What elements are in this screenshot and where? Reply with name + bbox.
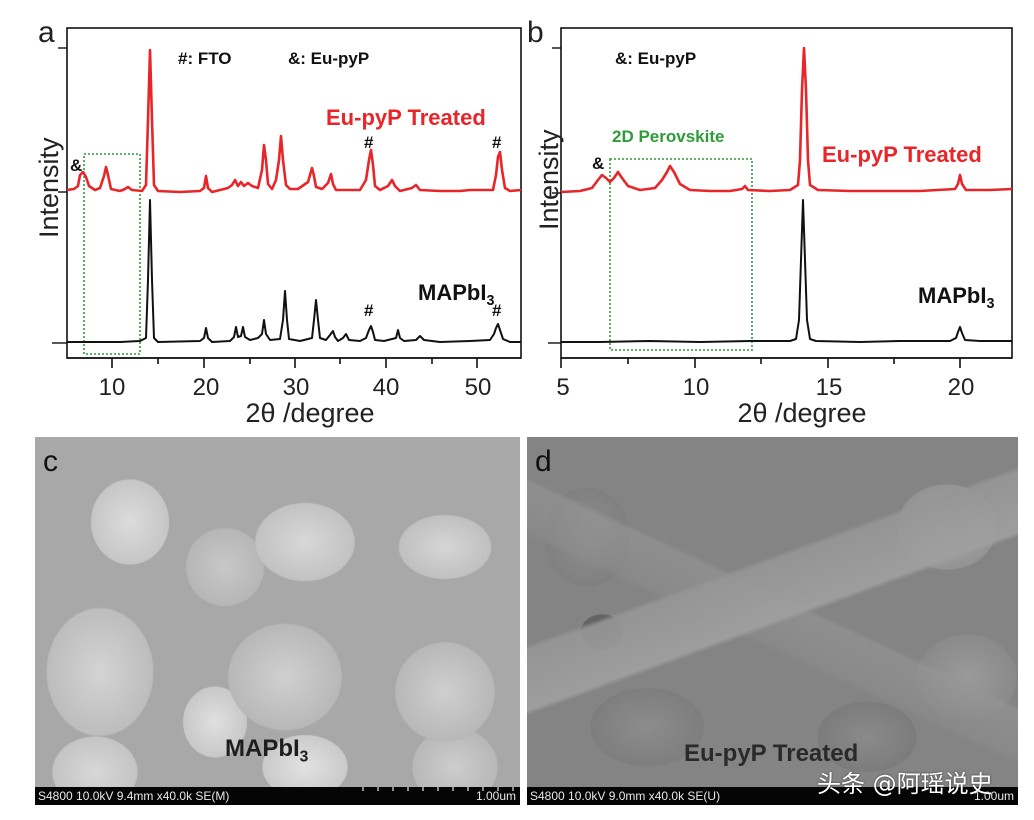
- xtick-a-40: 40: [372, 374, 400, 401]
- ylabel-b: Intensity: [534, 129, 564, 230]
- panel-a-plot: [52, 27, 522, 368]
- label-mapbi-b-text: MAPbI: [918, 283, 987, 308]
- panel-letter-b: b: [527, 16, 544, 49]
- sem-info-bar-c: S4800 10.0kV 9.4mm x40.0k SE(M) 1.00um: [35, 787, 520, 805]
- xtick-b-15: 15: [815, 374, 843, 401]
- label-treated-b: Eu-pyP Treated: [822, 142, 982, 167]
- xtick-a-20: 20: [192, 374, 220, 401]
- panel-a: a #: FTO &: Eu-pyP Eu-pyP Treated # # & …: [0, 0, 530, 430]
- xtick-b-10: 10: [682, 374, 710, 401]
- panel-letter-d: d: [535, 445, 552, 478]
- marker-hash-a3: #: [364, 301, 374, 320]
- legend-eupyp-a: &: Eu-pyP: [288, 49, 370, 68]
- series-treated-a: [66, 48, 522, 194]
- xtick-b-5: 5: [556, 374, 570, 401]
- panel-b-plot: [548, 27, 1013, 368]
- label-2d-perovskite: 2D Perovskite: [612, 127, 725, 146]
- sem-scale-d: 1.00um: [973, 789, 1014, 803]
- marker-amp-a: &: [70, 156, 83, 175]
- label-mapbi-a-sub: 3: [486, 293, 495, 309]
- series-mapbi-b: [561, 199, 1012, 343]
- label-treated-a: Eu-pyP Treated: [326, 105, 486, 130]
- series-mapbi-a: [67, 199, 521, 343]
- sem-image-c: c MAPbI3 S4800 10.0kV 9.4mm x40.0k SE(M)…: [35, 437, 520, 805]
- legend-eupyp-b: &: Eu-pyP: [615, 49, 697, 68]
- xtick-a-30: 30: [282, 374, 310, 401]
- label-mapbi-a-text: MAPbI: [418, 280, 487, 305]
- xtick-a-10: 10: [98, 374, 126, 401]
- sem-label-c: MAPbI3: [225, 737, 308, 765]
- xlabel-a: 2θ /degree: [245, 398, 375, 428]
- watermark: 头条 @阿瑶说史: [817, 770, 993, 798]
- sem-scale-c: 1.00um: [475, 789, 516, 803]
- label-mapbi-a: MAPbI3: [418, 280, 495, 309]
- sem-image-d: d Eu-pyP Treated S4800 10.0kV 9.0mm x40.…: [527, 437, 1018, 805]
- xtick-a-50: 50: [464, 374, 492, 401]
- label-mapbi-b-sub: 3: [986, 296, 995, 312]
- marker-hash-a1: #: [364, 133, 374, 152]
- panel-b: b &: Eu-pyP 2D Perovskite Eu-pyP Treated…: [527, 16, 1013, 428]
- highlight-box-b: [609, 158, 753, 351]
- marker-amp-b: &: [592, 154, 605, 173]
- xlabel-b: 2θ /degree: [737, 398, 867, 428]
- label-mapbi-b: MAPbI3: [918, 283, 995, 312]
- panel-letter-a: a: [38, 16, 55, 49]
- legend-fto: #: FTO: [178, 49, 232, 68]
- sem-info-bar-d: S4800 10.0kV 9.0mm x40.0k SE(U) 1.00um: [527, 787, 1018, 805]
- sem-info-d: S4800 10.0kV 9.0mm x40.0k SE(U): [530, 789, 721, 803]
- sem-label-c-text: MAPbI: [225, 735, 300, 762]
- xtick-b-20: 20: [947, 374, 975, 401]
- marker-hash-a4: #: [492, 301, 502, 320]
- series-treated-b: [560, 46, 1013, 194]
- sem-label-d: Eu-pyP Treated: [684, 740, 859, 767]
- sem-label-c-sub: 3: [299, 748, 309, 766]
- scale-bar-ticks-c: [362, 787, 514, 791]
- marker-hash-a2: #: [492, 133, 502, 152]
- sem-info-c: S4800 10.0kV 9.4mm x40.0k SE(M): [38, 789, 230, 803]
- highlight-box-a: [83, 153, 141, 355]
- panel-letter-c: c: [43, 445, 58, 478]
